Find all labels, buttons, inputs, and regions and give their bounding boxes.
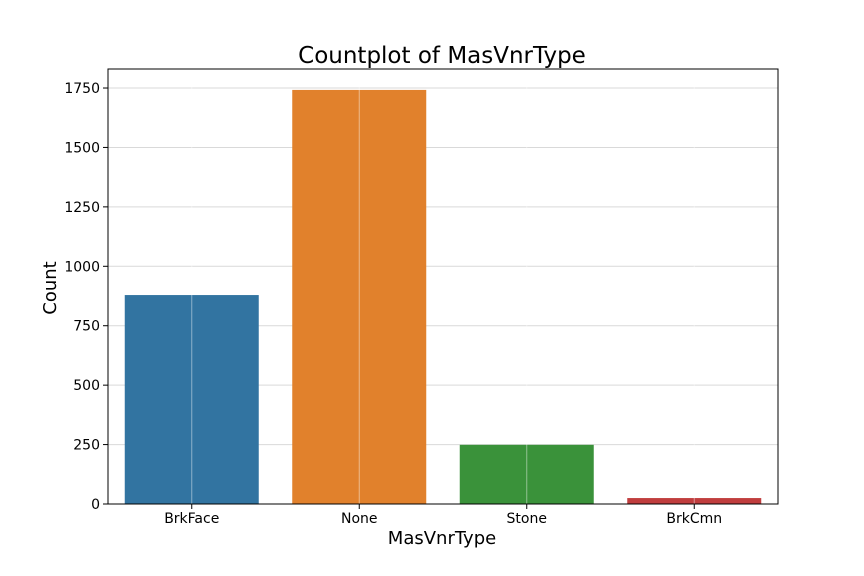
x-axis-ticks: BrkFace None Stone BrkCmn — [164, 504, 722, 527]
plot-frame — [107, 68, 779, 505]
x-tick-label: BrkFace — [164, 511, 219, 527]
bar-none — [292, 89, 427, 504]
bars — [124, 89, 762, 504]
x-axis-label: MasVnrType — [388, 528, 496, 549]
y-axis-label: Count — [40, 261, 61, 314]
chart-title: Countplot of MasVnrType — [298, 43, 586, 69]
bar-stone — [459, 444, 594, 504]
x-tick-label: BrkCmn — [666, 511, 722, 527]
x-tick-label: None — [341, 511, 378, 527]
y-axis-ticks: 0 250 500 750 1000 1250 1500 1750 — [64, 81, 108, 513]
y-tick-label: 1750 — [64, 81, 100, 97]
y-tick-label: 0 — [91, 497, 100, 513]
y-tick-label: 1500 — [64, 140, 100, 156]
y-tick-label: 1250 — [64, 200, 100, 216]
bar-brkface — [124, 295, 259, 504]
x-tick-label: Stone — [507, 511, 547, 527]
y-tick-label: 250 — [73, 438, 100, 454]
y-tick-label: 1000 — [64, 259, 100, 275]
x-gridlines-overlay — [191, 69, 695, 504]
y-tick-label: 750 — [73, 319, 100, 335]
bar-brkcmn — [627, 498, 762, 504]
y-tick-label: 500 — [73, 378, 100, 394]
